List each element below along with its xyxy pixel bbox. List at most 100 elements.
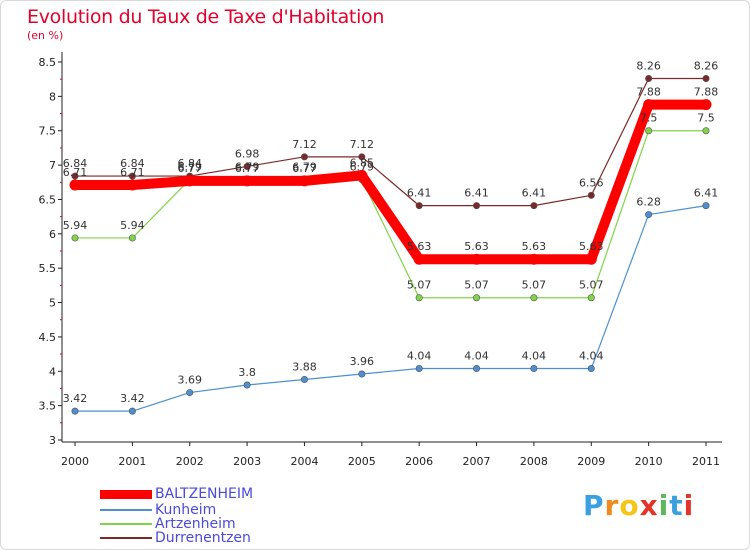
legend-swatch	[100, 537, 152, 539]
data-point	[298, 175, 310, 187]
data-point	[528, 253, 540, 265]
data-label: 6.79	[235, 161, 260, 174]
data-label: 5.63	[407, 240, 432, 253]
data-label: 7.5	[697, 112, 715, 125]
data-label: 6.77	[177, 162, 202, 175]
x-tick-label: 2004	[290, 455, 318, 468]
data-point	[241, 175, 253, 187]
y-tick-label: 5.5	[39, 262, 57, 275]
data-label: 5.94	[63, 219, 88, 232]
data-point	[530, 202, 538, 210]
data-point	[702, 202, 710, 210]
series-line-baltzenheim	[75, 99, 706, 265]
data-label: 3.88	[292, 361, 317, 374]
data-label: 6.84	[63, 157, 88, 170]
data-label: 4.04	[407, 350, 432, 363]
data-point	[530, 365, 538, 373]
data-point	[356, 169, 368, 181]
x-tick-label: 2001	[118, 455, 146, 468]
data-point	[186, 389, 194, 397]
data-label: 5.07	[522, 279, 547, 292]
data-label: 8.26	[636, 59, 661, 72]
data-label: 4.04	[464, 350, 489, 363]
y-tick-label: 3.5	[39, 400, 57, 413]
data-point	[184, 175, 196, 187]
data-point	[702, 74, 710, 82]
series-line-durrenentzen	[75, 77, 706, 207]
data-label: 7.12	[292, 138, 317, 151]
legend-label: BALTZENHEIM	[155, 486, 254, 502]
data-point	[473, 294, 481, 302]
data-point	[587, 294, 595, 302]
data-point	[300, 153, 308, 161]
data-label: 6.28	[636, 196, 661, 209]
data-point	[473, 365, 481, 373]
data-label: 6.41	[694, 187, 719, 200]
data-point	[128, 234, 136, 242]
data-label: 6.77	[292, 162, 317, 175]
data-label: 3.69	[177, 374, 202, 387]
logo-letter: r	[604, 489, 620, 522]
x-tick-label: 2005	[348, 455, 376, 468]
data-label: 5.94	[120, 219, 145, 232]
data-point	[645, 127, 653, 135]
data-point	[128, 407, 136, 415]
x-tick-label: 2003	[233, 455, 261, 468]
data-point	[473, 202, 481, 210]
legend-label: Artzenheim	[155, 516, 236, 532]
data-point	[645, 74, 653, 82]
data-label: 5.63	[522, 240, 547, 253]
legend-swatch	[100, 523, 152, 525]
data-point	[358, 370, 366, 378]
data-label: 6.79	[350, 161, 375, 174]
legend-item-kunheim: Kunheim	[100, 502, 216, 518]
data-label: 6.41	[522, 187, 547, 200]
data-point	[585, 253, 597, 265]
data-label: 6.77	[235, 162, 260, 175]
data-label: 6.56	[579, 176, 604, 189]
data-label: 7.5	[640, 112, 658, 125]
data-label: 6.98	[235, 147, 260, 160]
data-point	[471, 253, 483, 265]
data-label: 6.41	[407, 187, 432, 200]
data-point	[700, 99, 712, 111]
series-line-kunheim	[75, 205, 707, 412]
y-tick-label: 4.5	[39, 331, 57, 344]
y-tick-label: 8.5	[39, 56, 57, 69]
logo-letter: i	[683, 489, 695, 522]
y-tick-label: 3	[49, 434, 56, 447]
data-label: 5.07	[579, 279, 604, 292]
data-label: 5.07	[407, 279, 432, 292]
y-tick-label: 4	[49, 365, 56, 378]
data-point	[413, 253, 425, 265]
x-tick-label: 2010	[635, 455, 663, 468]
data-point	[415, 365, 423, 373]
data-point	[530, 294, 538, 302]
x-tick-label: 2000	[61, 455, 89, 468]
y-tick-label: 7	[49, 159, 56, 172]
data-label: 6.84	[177, 157, 202, 170]
legend-swatch	[100, 489, 152, 499]
data-label: 3.42	[120, 392, 145, 405]
data-point	[71, 172, 79, 180]
data-label: 8.26	[694, 59, 719, 72]
data-label: 7.88	[636, 86, 661, 99]
data-point	[71, 234, 79, 242]
data-label: 7.12	[350, 138, 375, 151]
data-point	[645, 211, 653, 219]
data-point	[243, 381, 251, 389]
data-label: 6.71	[120, 166, 145, 179]
x-tick-label: 2009	[577, 455, 605, 468]
data-label: 5.63	[464, 240, 489, 253]
chart-title: Evolution du Taux de Taxe d'Habitation	[27, 6, 385, 28]
data-point	[126, 179, 138, 191]
data-label: 5.63	[579, 240, 604, 253]
x-tick-label: 2006	[405, 455, 433, 468]
data-label: 6.79	[177, 161, 202, 174]
data-label: 3.42	[63, 392, 88, 405]
legend-label: Kunheim	[155, 502, 217, 518]
y-tick-label: 7.5	[39, 125, 57, 138]
data-point	[128, 172, 136, 180]
